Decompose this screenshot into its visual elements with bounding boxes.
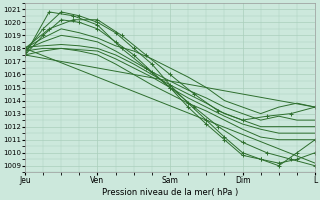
X-axis label: Pression niveau de la mer( hPa ): Pression niveau de la mer( hPa ): [102, 188, 238, 197]
